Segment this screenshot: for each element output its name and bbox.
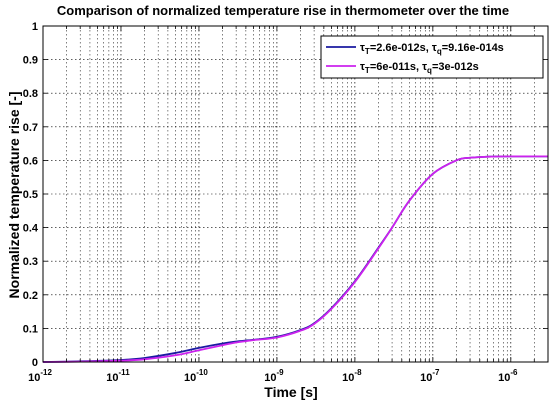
x-tick-label-base: 10 bbox=[106, 372, 118, 384]
x-tick-label: 10-6 bbox=[498, 368, 518, 384]
x-tick-label-exponent: -12 bbox=[40, 368, 52, 377]
x-tick-label-base: 10 bbox=[342, 372, 354, 384]
x-tick-labels: 10-12 10-11 10-10 10-9 10-8 10-7 10-6 bbox=[28, 368, 518, 384]
x-tick-label: 10-8 bbox=[342, 368, 362, 384]
x-tick-label-exponent: -7 bbox=[432, 368, 440, 377]
legend-entry-series-1: τT=2.6e-012s, τq=9.16e-014s bbox=[360, 42, 504, 56]
legend-entry-series-2: τT=6e-011s, τq=3e-012s bbox=[360, 61, 479, 75]
legend-series-1-tau-q: =9.16e-014s bbox=[442, 42, 504, 54]
y-tick-label: 0.9 bbox=[23, 55, 38, 67]
y-tick-label: 0.7 bbox=[23, 122, 38, 134]
y-tick-label: 0.1 bbox=[23, 323, 38, 335]
x-tick-label: 10-7 bbox=[420, 368, 440, 384]
y-tick-label: 0.5 bbox=[23, 189, 38, 201]
x-tick-label-exponent: -6 bbox=[510, 368, 518, 377]
legend-series-2-tau-q: =3e-012s bbox=[432, 61, 479, 73]
y-axis-label: Normalized temperature rise [-] bbox=[6, 92, 22, 299]
x-tick-label: 10-9 bbox=[264, 368, 284, 384]
series-layer bbox=[42, 155, 549, 363]
legend-series-1-tau-t: =2.6e-012s, bbox=[370, 42, 432, 54]
x-tick-label-base: 10 bbox=[264, 372, 276, 384]
x-tick-label-base: 10 bbox=[420, 372, 432, 384]
x-axis-label: Time [s] bbox=[264, 384, 317, 400]
legend-series-2-tau-t: =6e-011s, bbox=[370, 61, 422, 73]
x-tick-label-exponent: -9 bbox=[276, 368, 284, 377]
y-tick-label: 0.8 bbox=[23, 88, 38, 100]
y-tick-label: 0 bbox=[32, 357, 38, 369]
minor-gridlines bbox=[66, 26, 549, 362]
y-tick-labels: 0 0.1 0.2 0.3 0.4 0.5 0.6 0.7 0.8 0.9 1 bbox=[23, 21, 39, 369]
x-tick-label: 10-10 bbox=[184, 368, 208, 384]
x-tick-label-exponent: -8 bbox=[354, 368, 362, 377]
x-tick-label-exponent: -11 bbox=[119, 368, 131, 377]
y-tick-label: 0.4 bbox=[23, 223, 39, 235]
y-tick-label: 0.3 bbox=[23, 256, 38, 268]
y-tick-label: 0.6 bbox=[23, 155, 38, 167]
legend-box bbox=[320, 35, 544, 79]
x-tick-label: 10-11 bbox=[106, 368, 130, 384]
axis-ticks bbox=[42, 25, 549, 363]
x-tick-label-base: 10 bbox=[28, 372, 40, 384]
x-tick-label: 10-12 bbox=[28, 368, 52, 384]
x-tick-label-base: 10 bbox=[498, 372, 510, 384]
x-tick-label-exponent: -10 bbox=[196, 368, 208, 377]
series-line-2 bbox=[42, 155, 549, 363]
y-tick-label: 1 bbox=[32, 21, 38, 33]
x-tick-label-base: 10 bbox=[184, 372, 196, 384]
legend: τT=2.6e-012s, τq=9.16e-014s τT=6e-011s, … bbox=[320, 35, 544, 79]
chart-title: Comparison of normalized temperature ris… bbox=[57, 3, 509, 18]
plot-area bbox=[42, 25, 549, 363]
y-tick-label: 0.2 bbox=[23, 290, 38, 302]
